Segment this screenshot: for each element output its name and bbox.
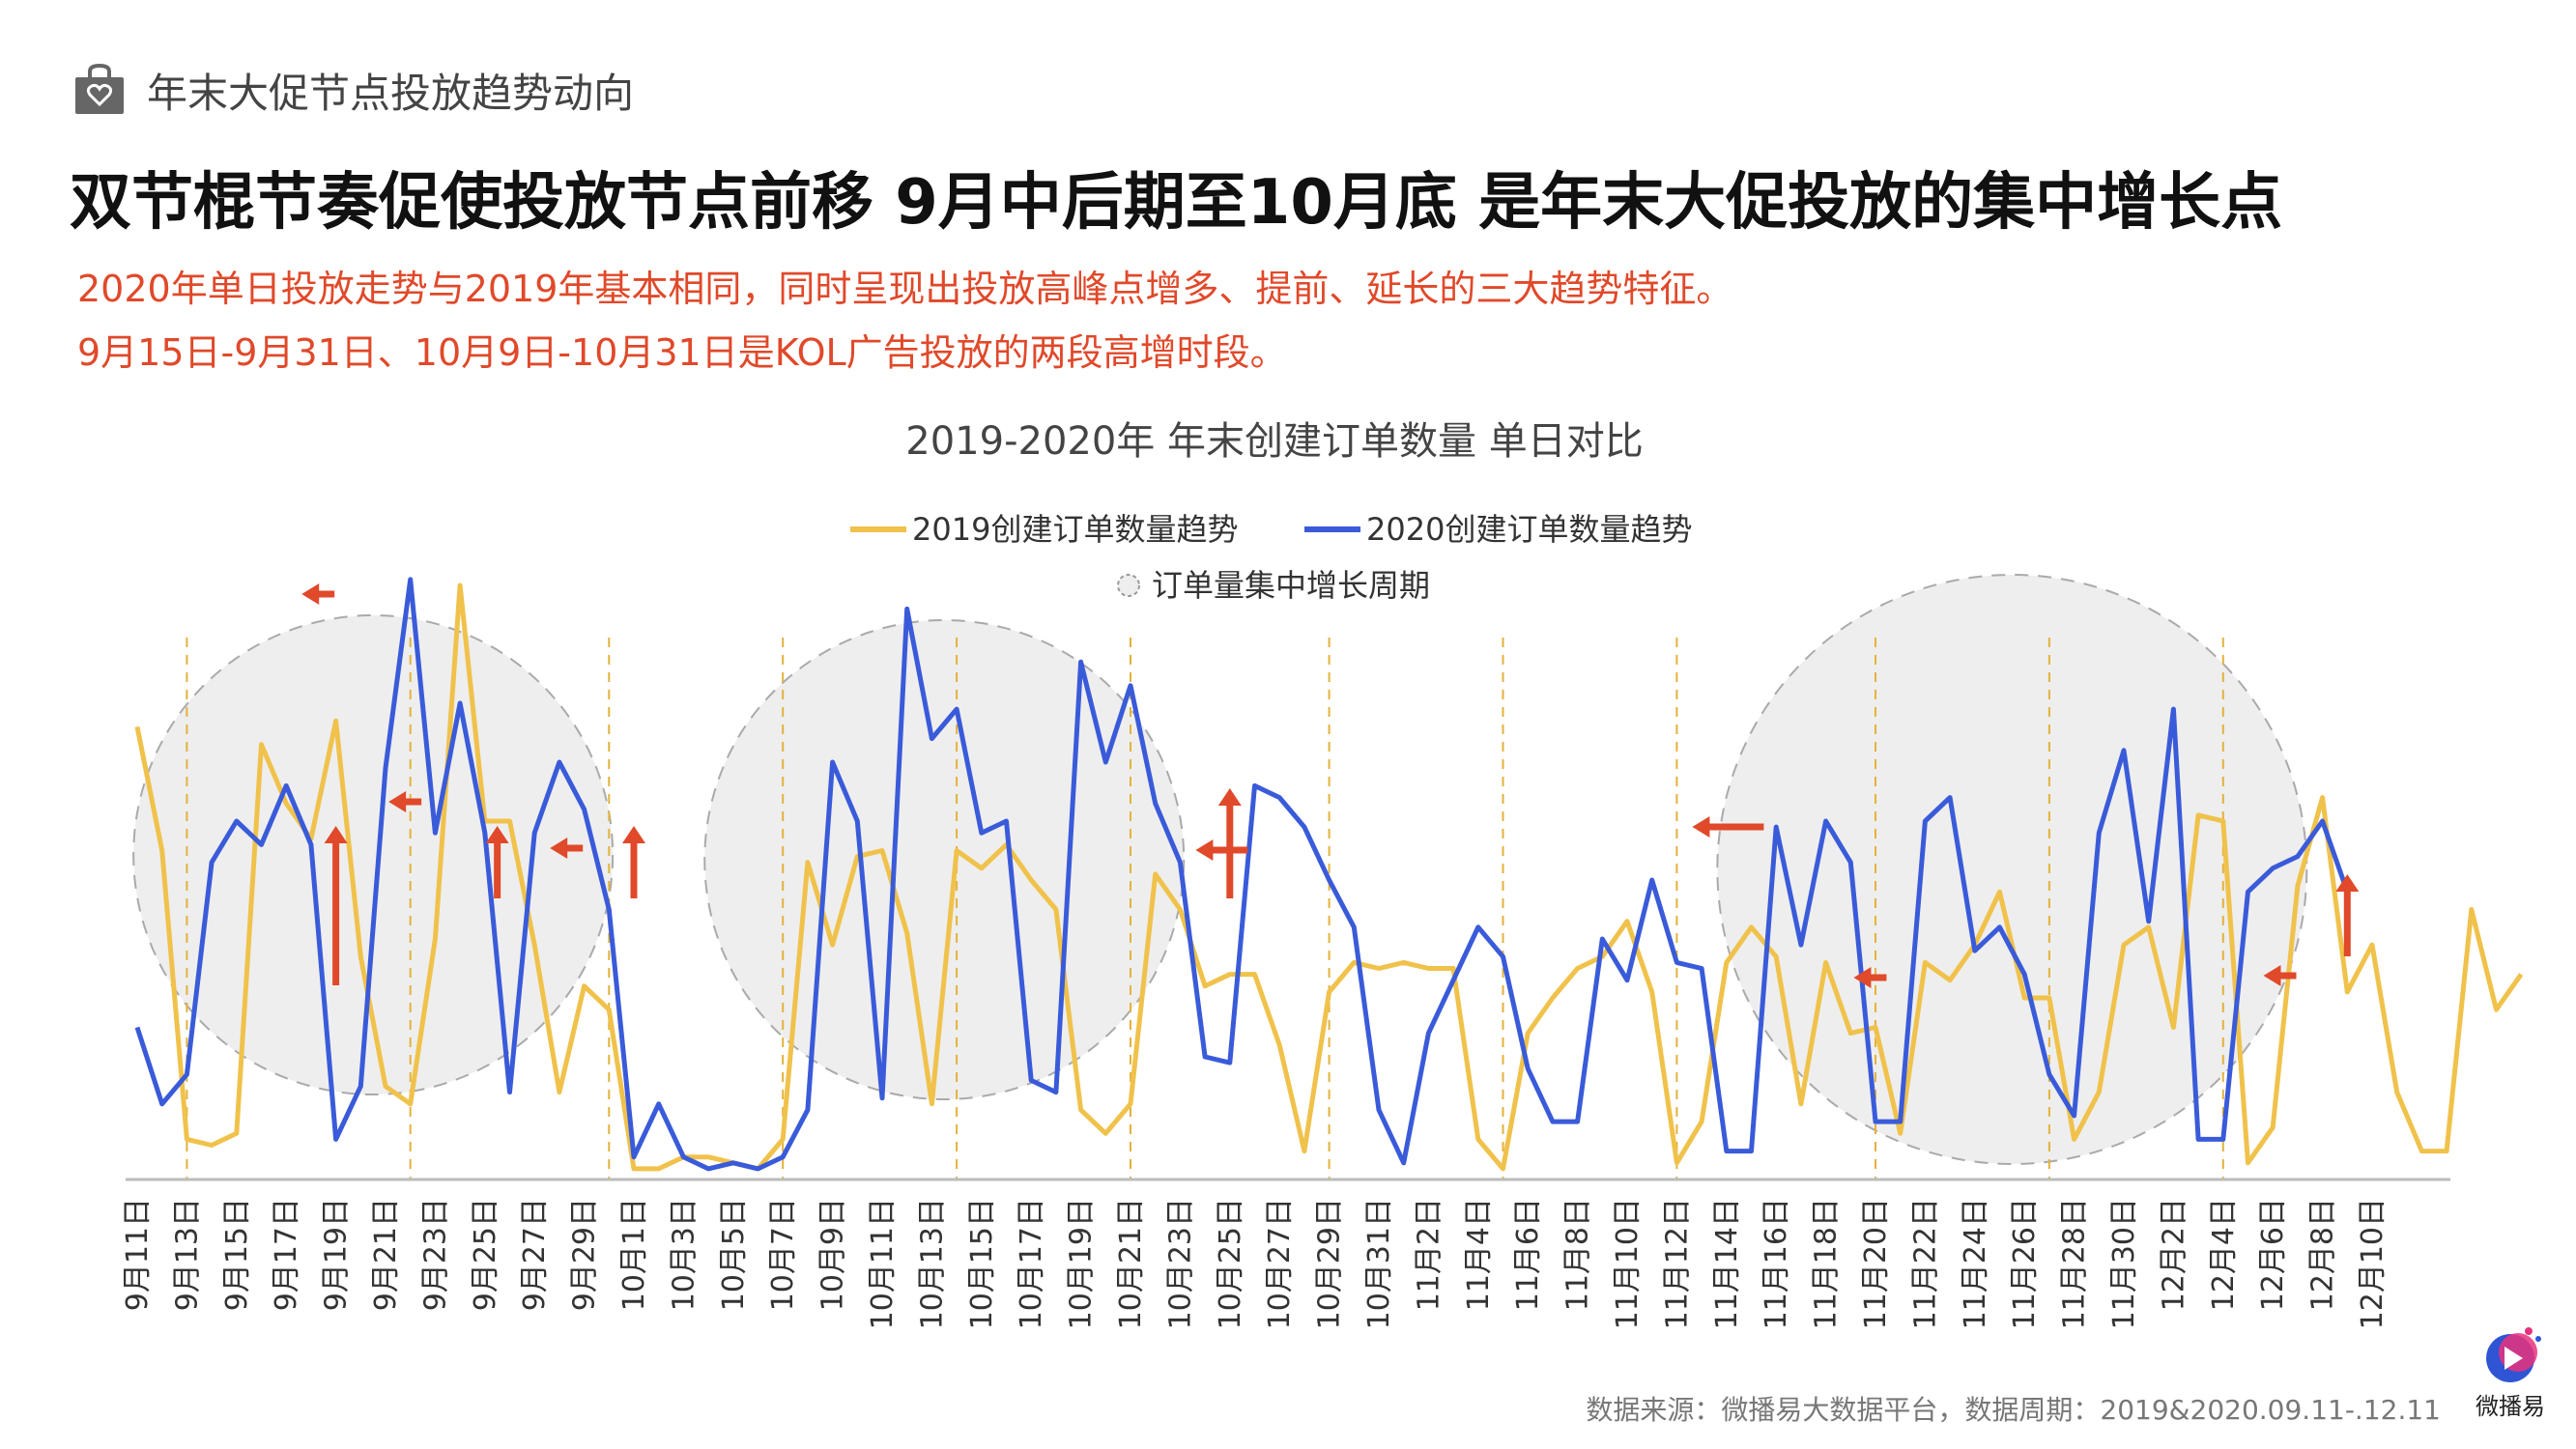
x-tick-label: 11月26日 (2008, 1198, 2042, 1329)
brand-logo: 微播易 (2472, 1323, 2549, 1421)
x-tick-label: 9月15日 (220, 1198, 254, 1311)
series-line-2019 (134, 582, 2524, 1172)
legend-label-2019: 2019创建订单数量趋势 (912, 511, 1238, 548)
highlight-periods (132, 574, 2308, 1165)
x-tick-label: 10月19日 (1065, 1198, 1099, 1329)
x-tick-label: 10月17日 (1015, 1198, 1048, 1329)
x-tick-label: 10月5日 (717, 1198, 751, 1311)
left-arrow-head (301, 583, 320, 605)
x-tick-label: 10月21日 (1114, 1198, 1148, 1329)
page-headline: 双节棍节奏促使投放节点前移 9月中后期至10月底 是年末大促投放的集中增长点 (70, 167, 2283, 239)
trend-arrows (301, 583, 2360, 988)
x-tick-label: 11月24日 (1959, 1198, 1992, 1329)
series-lines (134, 577, 2524, 1172)
subtitle-line-2: 9月15日-9月31日、10月9日-10月31日是KOL广告投放的两段高增时段。 (77, 331, 1287, 374)
legend-label-highlight: 订单量集中增长周期 (1152, 567, 1430, 604)
data-source-note: 数据来源：微播易大数据平台，数据周期：2019&2020.09.11-.12.1… (1586, 1394, 2441, 1426)
x-tick-label: 11月4日 (1462, 1198, 1496, 1311)
x-tick-label: 11月18日 (1810, 1198, 1844, 1329)
x-tick-label: 9月21日 (369, 1198, 403, 1311)
highlight-circle (703, 619, 1186, 1100)
x-tick-label: 12月2日 (2157, 1198, 2190, 1311)
x-tick-label: 11月20日 (1859, 1198, 1893, 1329)
x-tick-labels: 9月11日 9月13日 9月15日 9月17日 9月19日 9月21日 9月23日 9月25日… (121, 1198, 2390, 1329)
x-tick-label: 10月31日 (1362, 1198, 1396, 1329)
series-line-2020 (134, 577, 2350, 1172)
up-arrow-head (622, 826, 645, 843)
x-tick-label: 11月8日 (1561, 1198, 1595, 1311)
x-tick-label: 9月27日 (518, 1198, 552, 1311)
chart-legend: 2019创建订单数量趋势 2020创建订单数量趋势 订单量集中增长周期 (850, 511, 1692, 604)
left-arrow-head (1195, 839, 1214, 861)
x-tick-label: 10月11日 (866, 1198, 900, 1329)
x-tick-label: 11月30日 (2107, 1198, 2141, 1329)
x-tick-label: 11月16日 (1760, 1198, 1793, 1329)
x-tick-label: 12月10日 (2356, 1198, 2390, 1329)
x-tick-label: 11月6日 (1511, 1198, 1545, 1311)
up-arrow-head (1217, 788, 1242, 806)
section-topic: 年末大促节点投放趋势动向 (73, 64, 634, 117)
highlight-circle (132, 614, 615, 1095)
x-tick-label: 10月9日 (816, 1198, 850, 1311)
x-tick-label: 9月25日 (469, 1198, 502, 1311)
x-tick-label: 11月10日 (1611, 1198, 1645, 1329)
x-tick-label: 9月17日 (270, 1198, 303, 1311)
x-tick-label: 9月11日 (121, 1198, 155, 1311)
left-arrow-head (388, 791, 407, 812)
up-arrow-head (324, 826, 348, 843)
x-tick-label: 10月15日 (965, 1198, 999, 1329)
up-arrow-head (2335, 874, 2360, 892)
left-arrow-head (1692, 816, 1710, 838)
up-arrow-head (485, 826, 509, 843)
left-arrow-head (2263, 965, 2281, 986)
x-tick-label: 10月3日 (667, 1198, 701, 1311)
x-tick-label: 12月6日 (2256, 1198, 2290, 1311)
x-tick-label: 11月2日 (1412, 1198, 1445, 1311)
x-tick-label: 10月29日 (1313, 1198, 1347, 1329)
legend-swatch-highlight (1117, 574, 1140, 597)
play-logo-icon (2486, 1327, 2541, 1382)
x-tick-label: 9月29日 (568, 1198, 602, 1311)
left-arrow-head (1853, 967, 1872, 988)
x-tick-label: 11月12日 (1660, 1198, 1694, 1329)
x-tick-label: 10月13日 (915, 1198, 949, 1329)
x-tick-label: 12月4日 (2207, 1198, 2241, 1311)
subtitle-line-1: 2020年单日投放走势与2019年基本相同，同时呈现出投放高峰点增多、提前、延长… (77, 268, 1733, 310)
x-tick-label: 10月1日 (617, 1198, 651, 1311)
x-tick-label: 11月22日 (1908, 1198, 1942, 1329)
x-tick-label: 10月23日 (1163, 1198, 1197, 1329)
x-tick-label: 10月25日 (1214, 1198, 1247, 1329)
x-tick-label: 9月19日 (320, 1198, 354, 1311)
left-arrow-head (550, 838, 568, 859)
x-tick-label: 12月8日 (2306, 1198, 2340, 1311)
legend-label-2020: 2020创建订单数量趋势 (1366, 511, 1692, 548)
brand-name: 微播易 (2476, 1393, 2545, 1420)
x-tick-label: 11月28日 (2058, 1198, 2092, 1329)
x-tick-label: 9月13日 (170, 1198, 204, 1311)
x-tick-label: 9月23日 (418, 1198, 452, 1311)
dashed-markers (186, 638, 2224, 1179)
x-tick-label: 11月14日 (1710, 1198, 1744, 1329)
x-tick-label: 10月7日 (766, 1198, 800, 1311)
shopping-bag-heart-icon (75, 64, 124, 114)
topic-label: 年末大促节点投放趋势动向 (147, 69, 635, 117)
chart-title: 2019-2020年 年末创建订单数量 单日对比 (905, 419, 1643, 464)
x-tick-label: 10月27日 (1263, 1198, 1297, 1329)
